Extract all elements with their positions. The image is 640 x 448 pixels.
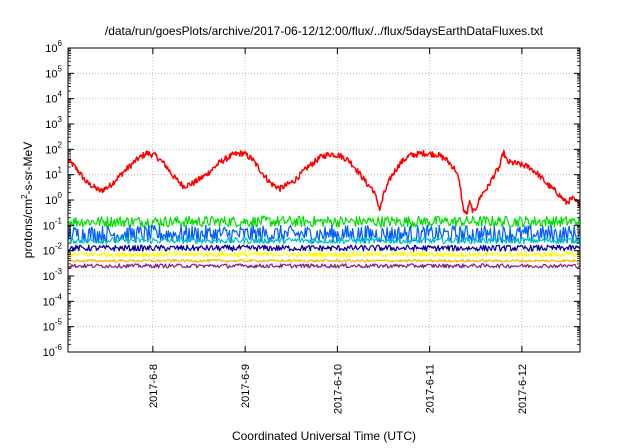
y-tick-exponent: 0 [58,191,63,200]
series-purple-line [67,263,581,269]
chart-title: /data/run/goesPlots/archive/2017-06-12/1… [105,24,544,38]
y-tick-exponent: 5 [58,64,63,73]
y-axis-label-sup: 2 [20,194,29,199]
y-tick-exponent: -5 [55,318,63,327]
grid [68,48,580,352]
y-tick-label: 10-4 [43,292,63,308]
y-tick-label: 104 [45,90,62,106]
y-tick-label: 106 [45,39,62,55]
series-blue-line [67,224,581,244]
y-tick-exponent: 3 [58,115,63,124]
y-tick-exponent: -4 [55,292,63,301]
y-tick-label: 100 [45,191,62,207]
y-tick-label: 10-1 [43,216,63,232]
y-tick-base: 10 [45,94,57,106]
y-tick-label: 102 [45,140,62,156]
y-tick-label: 105 [45,64,62,80]
y-tick-base: 10 [45,144,57,156]
x-axis-ticks: 2017-6-8 2017-6-9 2017-6-10 2017-6-11 2017-6… [148,48,529,414]
y-tick-base: 10 [45,170,57,182]
series-navy-line [67,244,581,252]
data-series [67,149,581,269]
y-tick-label: 101 [45,166,62,182]
y-tick-base: 10 [43,296,55,308]
y-tick-base: 10 [43,271,55,283]
y-axis-ticks: 10610510410310210110010-110-210-310-410-… [43,39,580,359]
y-tick-label: 10-3 [43,267,63,283]
y-axis-label-rest: -s-sr-MeV [21,142,35,195]
x-axis-label: Coordinated Universal Time (UTC) [232,429,416,443]
y-tick-exponent: 2 [58,140,63,149]
y-tick-base: 10 [43,246,55,258]
y-tick-exponent: 4 [58,90,63,99]
series-orange-line [67,258,581,263]
y-tick-exponent: -1 [55,216,63,225]
y-tick-exponent: -3 [55,267,63,276]
series-red-line [67,149,581,215]
y-tick-base: 10 [45,68,57,80]
y-tick-label: 10-5 [43,318,63,334]
y-axis-label-main: protons/cm [21,199,35,258]
x-tick-label: 2017-6-9 [240,364,252,408]
y-tick-exponent: 6 [58,39,63,48]
y-tick-exponent: -2 [55,242,63,251]
y-tick-label: 10-2 [43,242,63,258]
y-tick-exponent: -6 [55,343,63,352]
y-tick-base: 10 [43,322,55,334]
y-tick-exponent: 1 [58,166,63,175]
x-tick-label: 2017-6-12 [517,364,529,414]
series-green-line [67,215,581,228]
y-tick-base: 10 [45,195,57,207]
y-axis-label: protons/cm2-s-sr-MeV [20,142,35,258]
y-tick-base: 10 [45,43,57,55]
y-tick-label: 10-6 [43,343,63,359]
y-tick-label: 103 [45,115,62,131]
y-tick-base: 10 [43,220,55,232]
series-cyan-line [67,236,581,245]
y-tick-base: 10 [45,119,57,131]
x-tick-label: 2017-6-11 [425,364,437,413]
x-tick-label: 2017-6-8 [148,364,160,408]
x-tick-label: 2017-6-10 [332,364,344,414]
series-yellow-line [67,251,581,258]
y-tick-base: 10 [43,347,55,359]
